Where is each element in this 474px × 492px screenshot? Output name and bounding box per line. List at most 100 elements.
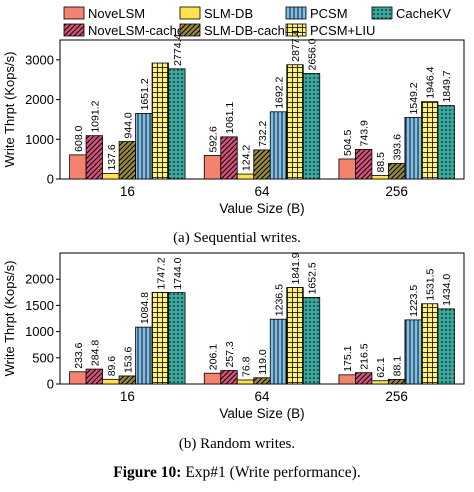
seq-ytick-label: 1000	[25, 132, 54, 147]
legend-swatch-slm-db	[179, 6, 201, 20]
seq-bar-novelsm-cache-256	[355, 149, 373, 180]
rand-bar-pcsm-liu-64	[286, 287, 304, 385]
seq-data-label: 1061.1	[224, 102, 236, 134]
rand-data-label: 284.8	[89, 340, 101, 366]
rand-data-label: 1084.8	[139, 292, 151, 324]
seq-bar-slm-db-256	[371, 175, 389, 180]
seq-data-label: 504.5	[342, 130, 354, 156]
seq-data-label: 732.2	[257, 120, 269, 146]
rand-bar-slm-db-cache-16	[118, 375, 136, 385]
rand-xtick-label: 256	[385, 389, 408, 404]
seq-bar-slm-db-64	[236, 173, 255, 180]
rand-bar-slm-db-cache-256	[388, 378, 406, 385]
rand-bar-novelsm-cache-256	[355, 372, 373, 385]
seq-xtick-label: 64	[254, 184, 270, 199]
seq-bar-pcsm-liu-16	[151, 62, 169, 180]
rand-bar-pcsm-64	[269, 318, 288, 385]
legend-swatch-novelsm-cache	[63, 23, 85, 37]
legend-label-pcsm-liu: PCSM+LIU	[310, 23, 375, 38]
seq-bar-novelsm-64	[203, 155, 222, 180]
rand-data-label: 216.5	[359, 343, 371, 369]
seq-bar-pcsm-16	[135, 113, 153, 180]
rand-data-label: 257.3	[224, 341, 236, 367]
legend-label-slm-db: SLM-DB	[204, 6, 253, 21]
rand-data-label: 1747.2	[155, 257, 167, 289]
rand-data-label: 1744.0	[172, 257, 184, 289]
chart-sequential-writes: 0 1000 2000 3000 Write Thrpt (Kops/s) 608.0 10…	[2, 29, 465, 216]
rand-data-label: 1531.5	[425, 268, 437, 300]
rand-bar-novelsm-cache-64	[220, 370, 238, 385]
seq-bar-novelsm-cache-64	[220, 136, 238, 180]
rand-data-label: 175.1	[342, 345, 354, 371]
seq-data-label: 1692.2	[274, 77, 286, 109]
caption-random: (b) Random writes.	[178, 436, 296, 452]
seq-data-label: 1091.2	[89, 100, 101, 132]
rand-bar-novelsm-256	[338, 374, 356, 385]
rand-ytick-label: 1000	[25, 324, 54, 339]
rand-data-label: 1236.5	[274, 284, 286, 316]
figure-caption: Figure 10: Exp#1 (Write performance).	[0, 464, 474, 482]
rand-bar-slm-db-64	[236, 379, 255, 385]
legend-label-cachekv: CacheKV	[396, 6, 451, 21]
seq-bar-pcsm-liu-256	[421, 101, 439, 180]
figure-caption-text: Exp#1 (Write performance).	[181, 464, 361, 481]
seq-bar-slm-db-cache-256	[388, 162, 406, 180]
rand-data-label: 153.6	[122, 347, 134, 373]
seq-data-label: 1651.2	[139, 78, 151, 110]
rand-bar-cachekv-256	[437, 308, 455, 385]
rand-bar-cachekv-64	[302, 297, 321, 385]
rand-data-label: 119.0	[257, 349, 269, 375]
legend-swatch-slm-db-cache	[179, 23, 201, 37]
seq-data-label: 1849.7	[441, 70, 453, 102]
seq-bar-cachekv-16	[168, 68, 186, 180]
rand-bar-novelsm-16	[69, 371, 87, 385]
legend-label-novelsm-cache: NoveLSM-cache	[88, 23, 184, 38]
seq-data-label: 88.5	[375, 152, 387, 173]
rand-bar-pcsm-16	[135, 326, 153, 385]
legend-label-slm-db-cache: SLM-DB-cache	[204, 23, 292, 38]
seq-bar-pcsm-liu-64	[286, 64, 304, 180]
rand-bar-pcsm-liu-256	[421, 303, 439, 385]
rand-bar-pcsm-liu-16	[151, 292, 169, 385]
seq-bar-pcsm-64	[269, 111, 288, 180]
seq-xtick-label: 16	[120, 184, 135, 199]
seq-data-label: 743.9	[359, 120, 371, 146]
rand-ytick-label: 500	[32, 350, 54, 365]
legend-swatch-novelsm	[63, 6, 85, 20]
seq-bar-slm-db-cache-16	[118, 141, 136, 180]
rand-ylabel: Write Thrpt (Kops/s)	[2, 261, 17, 377]
seq-bar-cachekv-256	[437, 105, 455, 180]
seq-ytick-label: 2000	[25, 92, 54, 107]
rand-data-label: 89.6	[106, 356, 118, 377]
seq-bar-slm-db-cache-64	[253, 149, 271, 180]
legend: NoveLSM SLM-DB PCSM CacheKV NoveLSM-cache SLM…	[63, 6, 451, 38]
seq-ytick-label: 0	[47, 172, 54, 187]
rand-data-label: 1434.0	[441, 274, 453, 306]
rand-data-label: 233.6	[73, 342, 85, 368]
seq-ylabel: Write Thrpt (Kops/s)	[2, 52, 17, 168]
rand-bar-novelsm-64	[203, 372, 222, 385]
rand-xtick-label: 64	[254, 389, 270, 404]
rand-bar-cachekv-16	[168, 292, 186, 385]
seq-data-label: 592.6	[208, 126, 220, 152]
legend-swatch-pcsm	[285, 6, 307, 20]
rand-data-label: 76.8	[241, 356, 253, 377]
seq-data-label: 124.2	[241, 145, 253, 171]
legend-label-pcsm: PCSM	[310, 6, 348, 21]
rand-bar-slm-db-256	[371, 380, 389, 385]
rand-ytick-label: 1500	[25, 298, 54, 313]
seq-xtick-label: 256	[385, 184, 408, 199]
rand-data-label: 1841.9	[290, 252, 302, 284]
seq-bar-slm-db-16	[102, 173, 120, 180]
seq-bar-novelsm-cache-16	[85, 135, 103, 180]
chart-random-writes: 0 500 1000 1500 2000 Write Thrpt (Kops/s) 233.…	[2, 252, 465, 421]
legend-swatch-pcsm-liu	[285, 23, 307, 37]
seq-data-label: 1946.4	[425, 66, 437, 98]
seq-xlabel: Value Size (B)	[219, 201, 304, 216]
rand-data-label: 1223.5	[408, 285, 420, 317]
rand-data-label: 206.1	[208, 344, 220, 370]
seq-ytick-label: 3000	[25, 52, 54, 67]
seq-data-label: 137.6	[106, 144, 118, 170]
figure-label: Figure 10:	[113, 464, 182, 481]
